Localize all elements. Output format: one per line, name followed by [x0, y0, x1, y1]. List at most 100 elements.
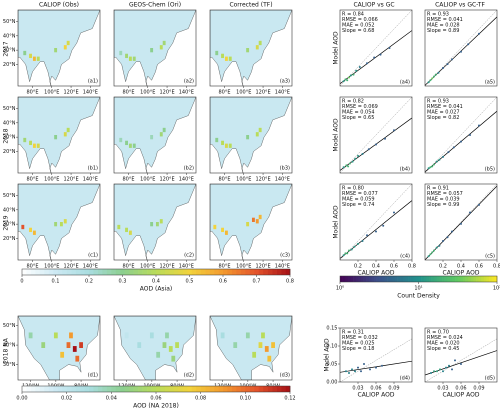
panel-label: (b4) — [400, 167, 410, 173]
scatter-point — [361, 153, 364, 155]
colorbar-segment — [164, 269, 170, 275]
scatter-point — [348, 249, 350, 252]
aod-cell — [224, 230, 228, 235]
colorbar-segment — [129, 269, 134, 275]
colorbar-segment — [410, 276, 414, 282]
scatter-point — [367, 148, 370, 151]
colorbar-segment — [97, 269, 103, 275]
scatter-point — [435, 160, 438, 163]
column-title: CALIOP vs GC-TF — [435, 2, 485, 9]
colorbar-segment — [120, 386, 126, 392]
colorbar-segment — [394, 276, 398, 282]
colorbar-segment — [481, 276, 485, 282]
colorbar-segment — [236, 269, 242, 275]
x-tick-label: 0.03 — [352, 386, 363, 392]
stats-text: MAE = 0.059 — [342, 197, 375, 203]
colorbar-segment — [421, 276, 425, 282]
colorbar-segment — [374, 276, 377, 282]
colorbar-segment — [465, 276, 469, 282]
x-tick-label: 0.06 — [455, 386, 466, 392]
stats-text: R = 0.84 — [342, 12, 364, 18]
scatter-point — [379, 53, 382, 56]
column-title: CALIOP (Obs) — [39, 2, 79, 9]
scatter-point — [460, 363, 462, 365]
aod-cell — [72, 346, 77, 352]
colorbar-segment — [169, 269, 175, 275]
y-axis-label: Model AOD — [333, 118, 340, 152]
panel-label: (d5) — [485, 376, 495, 382]
colorbar-segment — [187, 269, 193, 275]
scatter-point — [369, 368, 371, 371]
x-tick-label: 100°E — [236, 177, 251, 183]
scatter-frame — [339, 9, 413, 87]
y-tick-label: 0.00 — [326, 380, 337, 386]
x-tick-label: 80°E — [26, 264, 38, 270]
scatter-point — [469, 211, 471, 214]
stats-text: Slope = 0.65 — [342, 115, 374, 121]
land — [18, 184, 100, 260]
scatter-point — [373, 56, 376, 59]
map-panel — [114, 10, 196, 86]
scatter-point — [363, 363, 365, 365]
aod-cell — [246, 48, 250, 53]
y-tick-label: 0.10 — [326, 344, 337, 350]
scatter-point — [345, 370, 347, 373]
panel-label: (c4) — [400, 254, 410, 260]
scatter-point — [451, 368, 453, 371]
x-tick-label: 80°E — [122, 90, 134, 96]
colorbar-segment — [30, 386, 36, 392]
stats-text: Slope = 0.45 — [427, 346, 459, 352]
colorbar-segment — [254, 269, 260, 275]
scatter-point — [393, 211, 395, 214]
colorbar-segment — [35, 269, 41, 275]
colorbar-label: Count Density — [397, 293, 440, 300]
scatter-point — [349, 74, 352, 77]
x-tick-label: 0.2 — [439, 264, 447, 270]
scatter-point — [446, 236, 449, 239]
panel-label: (c2) — [184, 253, 194, 259]
colorbar-segment — [491, 276, 495, 282]
aod-cell — [271, 342, 275, 348]
colorbar-segment — [413, 276, 417, 282]
aod-cell — [168, 346, 173, 352]
y-axis-label: Model AOD — [333, 205, 340, 239]
x-tick-label: 80°E — [218, 90, 230, 96]
scatter-point — [467, 43, 470, 46]
land — [18, 10, 100, 86]
colorbar-segment — [449, 276, 453, 282]
x-tick-label: 80°E — [26, 177, 38, 183]
colorbar-tick-label: 0.10 — [240, 396, 251, 402]
colorbar-segment — [254, 386, 260, 392]
colorbar-segment — [93, 269, 99, 275]
scatter-point — [388, 47, 391, 49]
colorbar-segment — [30, 269, 36, 275]
stats-text: RMSE = 0.066 — [342, 17, 378, 23]
colorbar-tick-label: 0.3 — [119, 279, 127, 285]
colorbar-segment — [476, 276, 479, 282]
y-axis-label: Model AOD — [324, 338, 331, 372]
panel-label: (d2) — [184, 373, 194, 379]
scatter-background — [340, 328, 412, 382]
x-tick-label: 120°E — [159, 177, 174, 183]
scatter-point — [352, 73, 355, 76]
colorbar-segment — [115, 386, 121, 392]
stats-text: Slope = 0.82 — [427, 115, 459, 121]
colorbar-segment — [209, 386, 215, 392]
colorbar-segment — [39, 386, 45, 392]
map-panel — [18, 316, 100, 380]
map-frame — [209, 96, 293, 174]
x-tick-label: 100°E — [140, 177, 155, 183]
aod-cell — [258, 342, 263, 348]
colorbar-segment — [272, 269, 277, 275]
stats-text: MAE = 0.039 — [427, 197, 460, 203]
scatter-background — [340, 184, 412, 260]
stats-text: MAE = 0.028 — [427, 23, 460, 29]
aod-cell — [132, 143, 136, 148]
scatter-point — [342, 254, 345, 257]
scatter-point — [451, 58, 453, 61]
aod-cell — [258, 127, 262, 133]
aod-cell — [246, 135, 250, 140]
colorbar-tick-label: 0.06 — [150, 396, 161, 402]
scatter-point — [442, 66, 444, 69]
column-title: CALIOP vs GC — [353, 2, 394, 9]
